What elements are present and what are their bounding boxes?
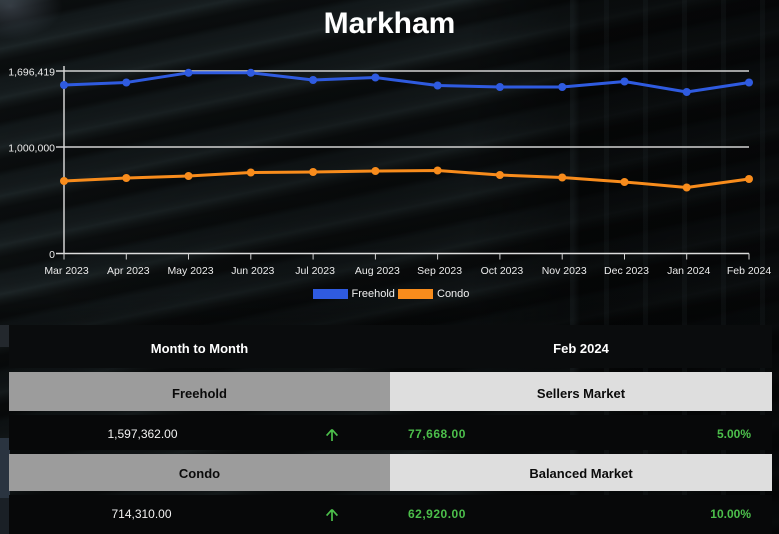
svg-text:Aug 2023: Aug 2023 xyxy=(355,265,400,277)
svg-text:Jun 2023: Jun 2023 xyxy=(231,265,274,277)
svg-text:Oct 2023: Oct 2023 xyxy=(481,265,524,277)
svg-text:Jul 2023: Jul 2023 xyxy=(295,265,335,277)
svg-text:0: 0 xyxy=(49,249,55,261)
svg-text:Dec 2023: Dec 2023 xyxy=(604,265,649,277)
svg-text:Nov 2023: Nov 2023 xyxy=(542,265,587,277)
svg-text:1,000,000: 1,000,000 xyxy=(8,143,55,155)
svg-text:Feb 2024: Feb 2024 xyxy=(727,265,772,277)
svg-text:Mar 2023: Mar 2023 xyxy=(44,265,89,277)
svg-text:Jan 2024: Jan 2024 xyxy=(667,265,710,277)
svg-text:1,696,419: 1,696,419 xyxy=(8,67,55,79)
svg-text:May 2023: May 2023 xyxy=(167,265,213,277)
svg-text:Apr 2023: Apr 2023 xyxy=(107,265,150,277)
svg-text:Sep 2023: Sep 2023 xyxy=(417,265,462,277)
